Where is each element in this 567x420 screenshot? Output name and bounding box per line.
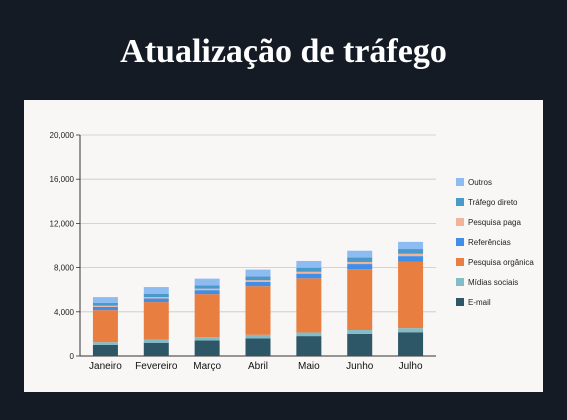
bar-segment-outros [398,241,424,250]
bar-segment-tr-fego-direto [194,285,220,289]
legend-label: Outros [468,178,492,187]
bar-segment-refer-ncias [347,264,373,270]
y-tick-label: 0 [70,352,75,361]
bar-segment-pesquisa-org-nica [296,278,322,333]
bar-segment-tr-fego-direto [296,267,322,272]
y-tick-label: 4,000 [54,308,75,317]
legend-label: E-mail [468,298,491,307]
x-tick-label: Março [193,361,221,372]
bar-segment-outros [92,297,118,303]
bar-segment-pesquisa-org-nica [347,269,373,331]
bar-segment-m-dias-sociais [92,342,118,345]
bar-segment-tr-fego-direto [245,276,271,281]
bar-segment-pesquisa-paga [296,271,322,274]
legend-label: Tráfego direto [468,198,518,207]
bar-segment-pesquisa-org-nica [245,286,271,335]
y-tick-label: 16,000 [50,175,75,184]
bar-segment-outros [347,250,373,258]
bar-segment-pesquisa-org-nica [194,294,220,338]
bar-segment-tr-fego-direto [143,294,169,298]
bar-segment-outros [143,287,169,295]
bar-segment-refer-ncias [245,281,271,287]
bar-segment-e-mail [398,332,424,356]
y-tick-label: 8,000 [54,264,75,273]
bar-segment-pesquisa-paga [194,288,220,291]
bar-segment-refer-ncias [398,256,424,262]
bar-segment-pesquisa-org-nica [92,310,118,343]
chart-panel: 0 4,000 8,000 12,000 16,000 20,000 Janeiro Feve… [24,100,543,392]
bar-segment-tr-fego-direto [347,257,373,262]
bar-segment-e-mail [143,342,169,356]
legend-swatch [456,298,464,306]
bar-segment-refer-ncias [296,273,322,279]
y-tick-label: 20,000 [50,131,75,140]
bar-segment-refer-ncias [143,298,169,303]
bar-segment-m-dias-sociais [347,330,373,334]
x-tick-label: Janeiro [89,361,122,372]
bar-segment-tr-fego-direto [92,302,118,306]
stacked-bar-chart: 0 4,000 8,000 12,000 16,000 20,000 Janeiro Feve… [50,131,535,372]
bar-segment-e-mail [194,340,220,356]
bar-segment-outros [245,269,271,277]
legend-swatch [456,278,464,286]
bar-segment-m-dias-sociais [296,332,322,337]
bar-segment-refer-ncias [92,306,118,311]
x-tick-label: Maio [298,361,320,372]
x-tick-label: Fevereiro [135,361,178,372]
legend-label: Referências [468,238,511,247]
legend-swatch [456,218,464,226]
y-tick-label: 12,000 [50,219,75,228]
bar-segment-pesquisa-paga [245,280,271,282]
bar-segment-pesquisa-org-nica [398,261,424,329]
legend-swatch [456,178,464,186]
bar-segment-pesquisa-paga [398,253,424,257]
bar-segment-pesquisa-paga [143,297,169,299]
legend-swatch [456,238,464,246]
legend-swatch [456,258,464,266]
bar-segment-outros [296,260,322,268]
legend-swatch [456,198,464,206]
x-tick-label: Junho [346,361,374,372]
legend-label: Mídias sociais [468,278,518,287]
bar-segment-m-dias-sociais [245,334,271,339]
bar-segment-e-mail [245,338,271,356]
bar-segment-m-dias-sociais [398,328,424,333]
bar-segment-pesquisa-org-nica [143,302,169,340]
slide-title: Atualização de tráfego [120,33,447,70]
bar-segment-outros [194,278,220,286]
x-tick-label: Abril [248,361,268,372]
x-tick-label: Julho [399,361,423,372]
legend-label: Pesquisa orgânica [468,258,534,267]
bar-segment-refer-ncias [194,290,220,295]
bar-segment-e-mail [296,336,322,356]
bar-segment-e-mail [92,344,118,356]
bar-segment-tr-fego-direto [398,249,424,254]
bar-segment-pesquisa-paga [92,305,118,307]
bar-segment-m-dias-sociais [194,337,220,341]
bar-segment-pesquisa-paga [347,261,373,265]
bar-segment-m-dias-sociais [143,339,169,343]
legend-label: Pesquisa paga [468,218,521,227]
bar-segment-e-mail [347,333,373,356]
